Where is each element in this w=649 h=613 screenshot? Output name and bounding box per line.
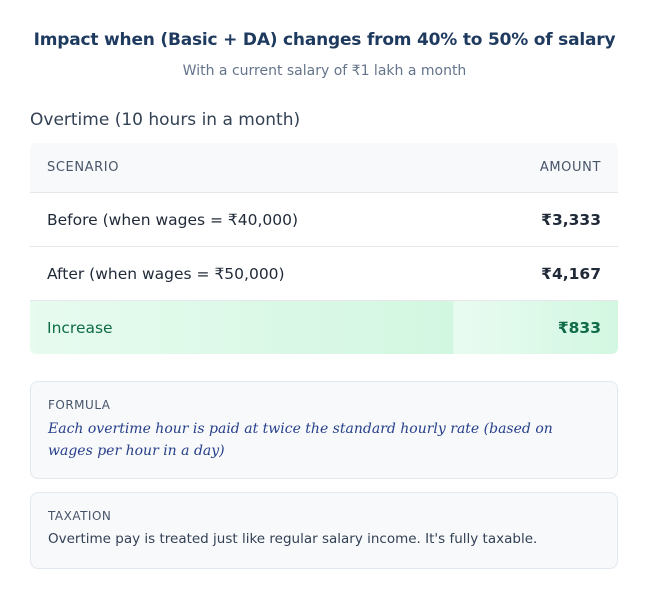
overtime-table: SCENARIO AMOUNT Before (when wages = ₹40… [30, 143, 618, 354]
formula-card: FORMULA Each overtime hour is paid at tw… [30, 381, 618, 479]
column-header-scenario: SCENARIO [47, 160, 120, 175]
page-subtitle: With a current salary of ₹1 lakh a month [182, 63, 467, 79]
table-row-before: Before (when wages = ₹40,000) ₹3,333 [30, 193, 618, 247]
taxation-card: TAXATION Overtime pay is treated just li… [30, 492, 618, 569]
page-title: Impact when (Basic + DA) changes from 40… [33, 30, 616, 50]
amount-cell: ₹3,333 [541, 210, 601, 229]
increase-label: Increase [47, 318, 113, 337]
formula-label: FORMULA [48, 398, 111, 412]
table-header-row: SCENARIO AMOUNT [30, 143, 618, 193]
amount-cell: ₹4,167 [541, 264, 601, 283]
scenario-cell: Before (when wages = ₹40,000) [47, 210, 299, 229]
section-heading: Overtime (10 hours in a month) [30, 110, 301, 130]
taxation-label: TAXATION [48, 509, 112, 523]
table-row-increase: Increase ₹833 [30, 301, 618, 354]
scenario-cell: After (when wages = ₹50,000) [47, 264, 285, 283]
column-header-amount: AMOUNT [539, 160, 601, 175]
increase-amount: ₹833 [557, 318, 601, 337]
taxation-text: Overtime pay is treated just like regula… [48, 531, 538, 547]
formula-text: Each overtime hour is paid at twice the … [48, 421, 553, 459]
table-row-after: After (when wages = ₹50,000) ₹4,167 [30, 247, 618, 301]
